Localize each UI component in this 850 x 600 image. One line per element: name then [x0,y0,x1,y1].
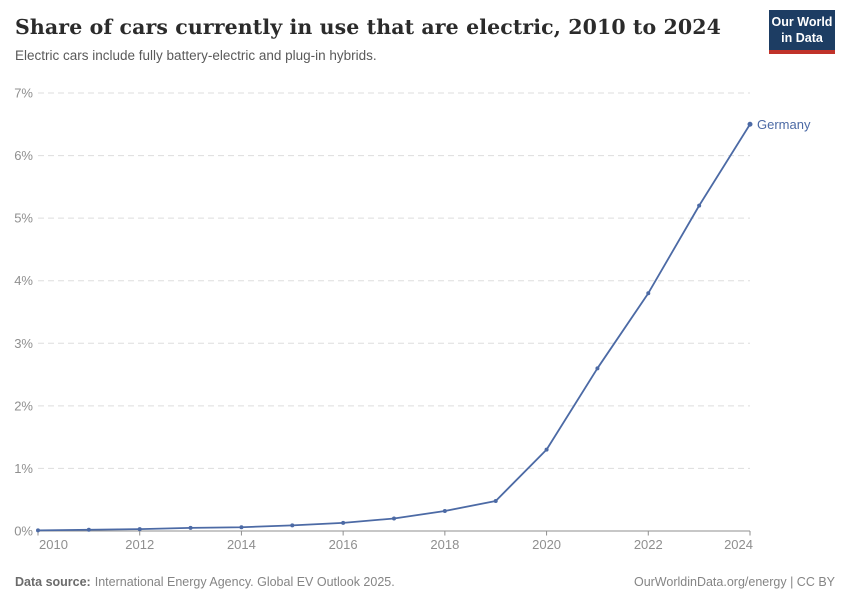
y-tick-label: 4% [14,273,33,288]
logo-line1: Our World [771,15,833,29]
x-tick-label: 2012 [125,537,154,552]
page-title: Share of cars currently in use that are … [15,15,721,39]
x-tick-label: 2022 [634,537,663,552]
x-tick-label: 2020 [532,537,561,552]
data-source-text: International Energy Agency. Global EV O… [94,575,395,589]
y-tick-label: 0% [14,524,33,539]
x-tick-label: 2024 [724,537,753,552]
data-point-germany-2016[interactable] [341,520,346,525]
y-tick-label: 2% [14,398,33,413]
y-tick-label: 5% [14,211,33,226]
license-separator: | [786,575,797,589]
series-line-germany[interactable] [37,123,751,532]
x-tick-label: 2016 [329,537,358,552]
chart-header: Share of cars currently in use that are … [15,10,835,63]
x-tick-label: 2018 [430,537,459,552]
data-source: Data source: International Energy Agency.… [15,575,395,589]
x-tick-label: 2010 [39,537,68,552]
logo-line2: in Data [781,31,823,45]
footer-credits: OurWorldinData.org/energy | CC BY [634,575,835,589]
y-tick-label: 7% [14,86,33,101]
y-tick-label: 3% [14,336,33,351]
chart-subtitle: Electric cars include fully battery-elec… [15,48,377,63]
data-point-germany-2024[interactable] [747,121,753,127]
series-label-germany[interactable]: Germany [757,117,811,132]
data-point-germany-2013[interactable] [188,525,193,530]
data-source-label: Data source: [15,575,91,589]
owid-url-link[interactable]: OurWorldinData.org/energy [633,575,787,589]
data-point-germany-2010[interactable] [36,528,40,533]
data-point-germany-2021[interactable] [595,366,600,371]
license-label: CC BY [796,575,835,589]
y-tick-label: 1% [14,461,33,476]
data-point-germany-2014[interactable] [239,525,244,530]
data-point-germany-2023[interactable] [697,203,702,208]
data-point-germany-2011[interactable] [86,527,91,532]
data-point-germany-2022[interactable] [646,291,651,296]
owid-logo[interactable]: Our World in Data [769,10,835,54]
data-point-germany-2015[interactable] [290,523,295,528]
data-point-germany-2017[interactable] [392,516,396,521]
data-point-germany-2019[interactable] [493,498,498,503]
data-point-germany-2018[interactable] [442,508,447,513]
y-tick-label: 6% [14,148,33,163]
chart-footer: Data source: International Energy Agency.… [15,575,835,589]
data-point-germany-2012[interactable] [137,527,142,532]
data-point-germany-2020[interactable] [544,447,549,452]
x-tick-label: 2014 [227,537,256,552]
